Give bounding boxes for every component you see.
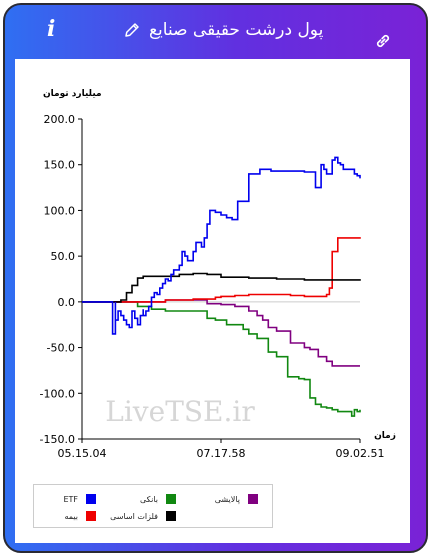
legend-label-basic-metals: فلزات اساسی bbox=[110, 511, 158, 521]
y-tick-label: 150.0 bbox=[44, 159, 76, 172]
page-title: پول درشت حقیقی صنایع bbox=[149, 20, 324, 40]
watermark-text: LiveTSE.ir bbox=[105, 395, 255, 428]
line-chart: LiveTSE.ir 200.0 150.0 100.0 50.0 0.0 -50.0 -10… bbox=[40, 89, 396, 460]
y-axis-label: میلیارد تومان bbox=[43, 89, 102, 99]
series-line-refinery bbox=[82, 299, 360, 367]
series-line-insurance bbox=[82, 237, 361, 303]
series-line-basic-metals bbox=[82, 272, 361, 303]
y-tick-label: 50.0 bbox=[51, 250, 76, 263]
legend-item-basic-metals[interactable]: فلزات اساسی bbox=[110, 511, 176, 521]
y-tick-label: -150.0 bbox=[40, 433, 75, 446]
legend-swatch-etf bbox=[86, 494, 96, 504]
header-bar: i پول درشت حقیقی صنایع bbox=[5, 5, 426, 57]
legend-swatch-refinery bbox=[248, 494, 258, 504]
legend: ETF بانکی پالایشی بیمه فلزات اساسی bbox=[33, 484, 273, 528]
pencil-icon[interactable] bbox=[123, 21, 141, 39]
legend-swatch-basic-metals bbox=[166, 511, 176, 521]
legend-swatch-insurance bbox=[86, 511, 96, 521]
chart-panel: LiveTSE.ir 200.0 150.0 100.0 50.0 0.0 -50.0 -10… bbox=[15, 59, 410, 543]
y-tick-label: 200.0 bbox=[44, 113, 76, 126]
series-line-ETF bbox=[82, 156, 361, 335]
y-tick-label: 100.0 bbox=[44, 204, 76, 217]
legend-label-etf: ETF bbox=[63, 494, 78, 504]
legend-item-refinery[interactable]: پالایشی bbox=[215, 494, 258, 504]
link-icon[interactable] bbox=[373, 31, 393, 51]
info-icon[interactable]: i bbox=[47, 16, 56, 42]
x-tick-label: 07.17.58 bbox=[197, 447, 246, 460]
app-frame: i پول درشت حقیقی صنایع LiveTSE.ir 200.0 15… bbox=[3, 3, 428, 553]
y-tick-label: 0.0 bbox=[58, 296, 76, 309]
legend-label-refinery: پالایشی bbox=[214, 494, 240, 504]
x-axis-label: زمان bbox=[374, 431, 396, 441]
x-tick-label: 09.02.51 bbox=[336, 447, 385, 460]
legend-item-insurance[interactable]: بیمه bbox=[64, 511, 96, 521]
legend-label-insurance: بیمه bbox=[64, 511, 78, 521]
x-tick-label: 05.15.04 bbox=[58, 447, 107, 460]
title-group: پول درشت حقیقی صنایع bbox=[123, 19, 323, 41]
y-tick-label: -100.0 bbox=[40, 387, 75, 400]
series-line-bank bbox=[82, 301, 361, 417]
legend-label-bank: بانکی bbox=[140, 494, 158, 504]
y-tick-label: -50.0 bbox=[47, 342, 75, 355]
legend-item-etf[interactable]: ETF bbox=[63, 494, 96, 504]
legend-item-bank[interactable]: بانکی bbox=[140, 494, 176, 504]
legend-swatch-bank bbox=[166, 494, 176, 504]
